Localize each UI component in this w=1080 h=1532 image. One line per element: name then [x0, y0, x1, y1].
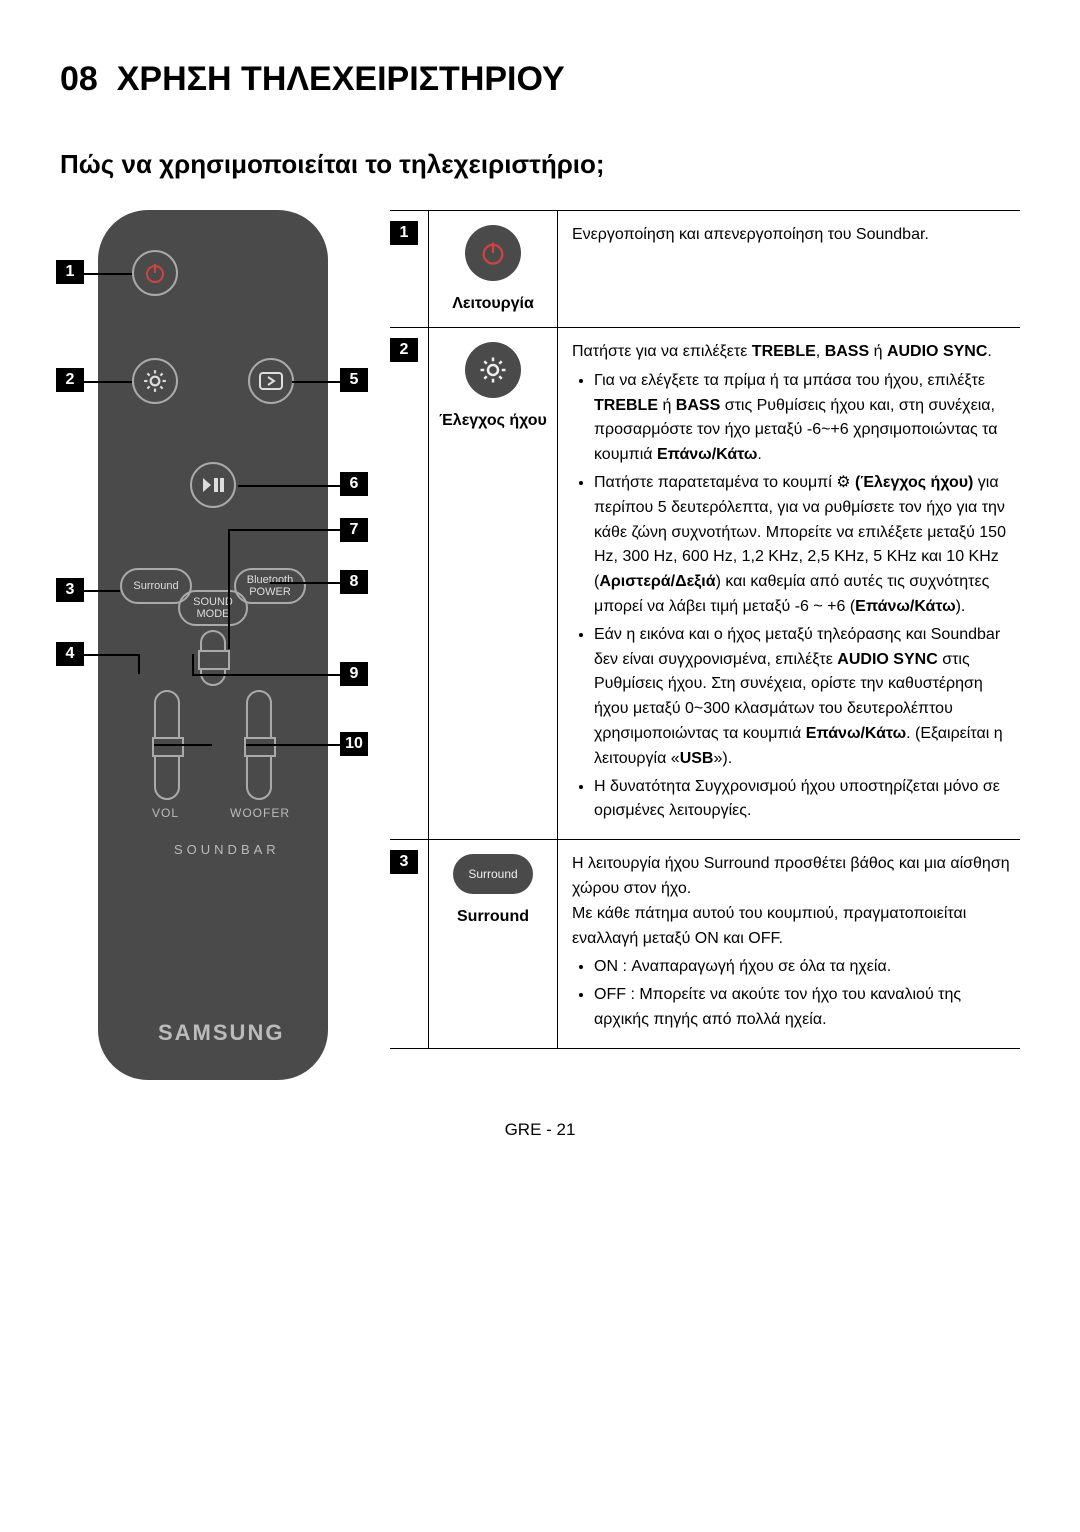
remote-diagram: Surround Bluetooth POWER SOUND MODE VOL …: [60, 210, 370, 1080]
chapter-title-text: ΧΡΗΣΗ ΤΗΛΕΧΕΙΡΙΣΤΗΡΙΟΥ: [117, 60, 565, 98]
icon-label: Surround: [457, 908, 529, 926]
power-icon: [132, 250, 178, 296]
callout-6: 6: [340, 472, 368, 496]
woofer-label: WOOFER: [230, 806, 290, 820]
vol-label: VOL: [152, 806, 179, 820]
gear-icon: [132, 358, 178, 404]
play-pause-icon: [190, 462, 236, 508]
samsung-logo: SAMSUNG: [158, 1020, 284, 1046]
callout-10: 10: [340, 732, 368, 756]
button-reference-table: 1 Λειτουργία Ενεργοποίηση και απενεργοπο…: [390, 210, 1020, 1049]
row-description: Πατήστε για να επιλέξετε TREBLE, BASS ή …: [558, 328, 1020, 839]
section-title: Πώς να χρησιμοποιείται το τηλεχειριστήρι…: [60, 149, 1020, 180]
row-number: 3: [390, 850, 418, 874]
row-number: 2: [390, 338, 418, 362]
source-icon: [248, 358, 294, 404]
row-description: Ενεργοποίηση και απενεργοποίηση του Soun…: [558, 211, 1020, 327]
power-icon: [465, 225, 521, 281]
callout-8: 8: [340, 570, 368, 594]
row-description: Η λειτουργία ήχου Surround προσθέτει βάθ…: [558, 840, 1020, 1048]
gear-icon: [465, 342, 521, 398]
table-row: 2 Έλεγχος ήχου Πατήστε για να επιλέξετε …: [390, 328, 1020, 840]
soundbar-label: SOUNDBAR: [174, 842, 280, 857]
page-footer: GRE - 21: [60, 1120, 1020, 1140]
list-item: OFF : Μπορείτε να ακούτε τον ήχο του καν…: [594, 983, 1010, 1033]
list-item: Πατήστε παρατεταμένα το κουμπί ⚙ (Έλεγχο…: [594, 471, 1010, 620]
remote-body: Surround Bluetooth POWER SOUND MODE VOL …: [98, 210, 328, 1080]
callout-3: 3: [56, 578, 84, 602]
callout-2: 2: [56, 368, 84, 392]
icon-label: Έλεγχος ήχου: [439, 412, 547, 430]
table-row: 1 Λειτουργία Ενεργοποίηση και απενεργοπο…: [390, 211, 1020, 328]
list-item: Η δυνατότητα Συγχρονισμού ήχου υποστηρίζ…: [594, 775, 1010, 825]
table-row: 3 Surround Surround Η λειτουργία ήχου Su…: [390, 840, 1020, 1049]
sound-mode-slider: [200, 630, 226, 686]
row-number: 1: [390, 221, 418, 245]
callout-5: 5: [340, 368, 368, 392]
icon-label: Λειτουργία: [452, 295, 534, 313]
callout-1: 1: [56, 260, 84, 284]
callout-4: 4: [56, 642, 84, 666]
callout-9: 9: [340, 662, 368, 686]
callout-7: 7: [340, 518, 368, 542]
list-item: ON : Αναπαραγωγή ήχου σε όλα τα ηχεία.: [594, 955, 1010, 980]
gear-inline-icon: ⚙: [836, 474, 850, 491]
list-item: Εάν η εικόνα και ο ήχος μεταξύ τηλεόραση…: [594, 623, 1010, 772]
surround-icon: Surround: [453, 854, 533, 894]
chapter-title: 08 ΧΡΗΣΗ ΤΗΛΕΧΕΙΡΙΣΤΗΡΙΟΥ: [60, 60, 1020, 99]
chapter-number: 08: [60, 60, 98, 98]
list-item: Για να ελέγξετε τα πρίμα ή τα μπάσα του …: [594, 369, 1010, 468]
sound-mode-button: SOUND MODE: [178, 590, 248, 626]
